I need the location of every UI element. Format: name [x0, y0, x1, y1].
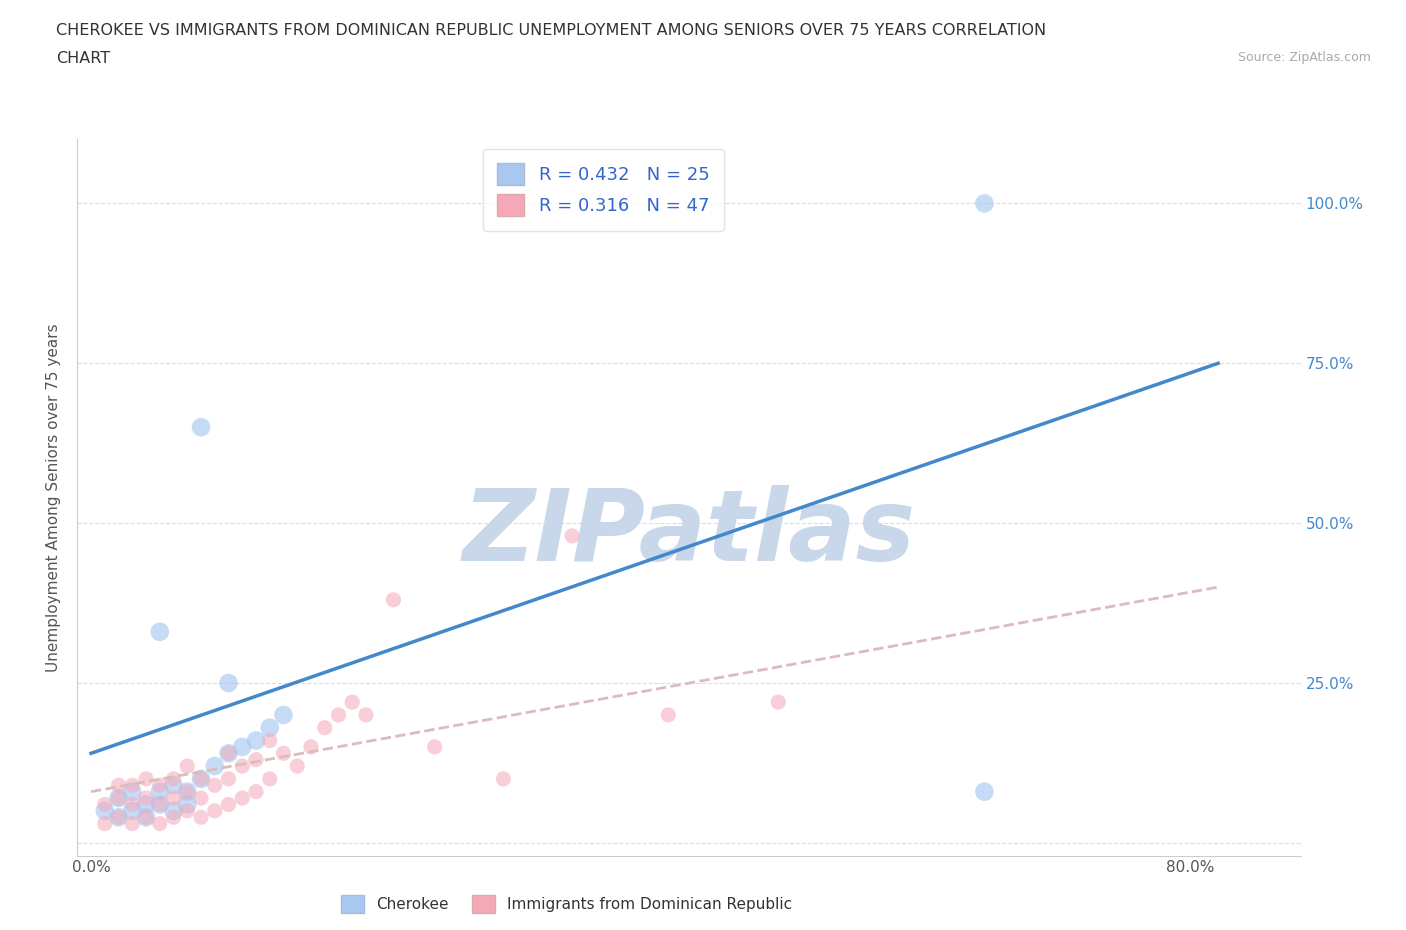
Point: [176, 784, 198, 799]
Point: [204, 804, 226, 818]
Point: [190, 772, 212, 787]
Point: [121, 817, 143, 831]
Point: [94, 797, 117, 812]
Point: [162, 790, 184, 805]
Point: [423, 739, 446, 754]
Point: [190, 419, 212, 434]
Y-axis label: Unemployment Among Seniors over 75 years: Unemployment Among Seniors over 75 years: [46, 324, 62, 671]
Text: Source: ZipAtlas.com: Source: ZipAtlas.com: [1237, 51, 1371, 64]
Point: [149, 784, 172, 799]
Point: [107, 790, 129, 805]
Point: [973, 784, 995, 799]
Legend: Cherokee, Immigrants from Dominican Republic: Cherokee, Immigrants from Dominican Repu…: [335, 889, 799, 920]
Point: [94, 817, 117, 831]
Point: [218, 772, 240, 787]
Point: [218, 675, 240, 690]
Point: [218, 797, 240, 812]
Point: [149, 817, 172, 831]
Point: [231, 739, 253, 754]
Point: [162, 777, 184, 792]
Text: CHEROKEE VS IMMIGRANTS FROM DOMINICAN REPUBLIC UNEMPLOYMENT AMONG SENIORS OVER 7: CHEROKEE VS IMMIGRANTS FROM DOMINICAN RE…: [56, 23, 1046, 38]
Point: [121, 804, 143, 818]
Point: [259, 733, 281, 748]
Point: [245, 784, 267, 799]
Point: [218, 746, 240, 761]
Point: [149, 624, 172, 639]
Point: [135, 810, 157, 825]
Point: [176, 804, 198, 818]
Point: [342, 695, 364, 710]
Point: [273, 708, 295, 723]
Point: [162, 772, 184, 787]
Point: [149, 777, 172, 792]
Point: [107, 777, 129, 792]
Point: [218, 746, 240, 761]
Point: [492, 772, 515, 787]
Point: [273, 746, 295, 761]
Point: [107, 810, 129, 825]
Point: [561, 528, 583, 543]
Point: [149, 797, 172, 812]
Point: [190, 772, 212, 787]
Point: [135, 790, 157, 805]
Point: [121, 777, 143, 792]
Point: [768, 695, 790, 710]
Point: [176, 784, 198, 799]
Point: [328, 708, 350, 723]
Point: [314, 720, 336, 735]
Point: [135, 810, 157, 825]
Point: [176, 797, 198, 812]
Text: CHART: CHART: [56, 51, 110, 66]
Point: [121, 797, 143, 812]
Point: [382, 592, 405, 607]
Text: ZIPatlas: ZIPatlas: [463, 485, 915, 582]
Point: [973, 196, 995, 211]
Point: [176, 759, 198, 774]
Point: [190, 810, 212, 825]
Point: [94, 804, 117, 818]
Point: [245, 752, 267, 767]
Point: [162, 810, 184, 825]
Point: [285, 759, 308, 774]
Point: [231, 790, 253, 805]
Point: [245, 733, 267, 748]
Point: [162, 804, 184, 818]
Point: [231, 759, 253, 774]
Point: [354, 708, 377, 723]
Point: [259, 772, 281, 787]
Point: [204, 777, 226, 792]
Point: [135, 772, 157, 787]
Point: [135, 797, 157, 812]
Point: [204, 759, 226, 774]
Point: [121, 784, 143, 799]
Point: [259, 720, 281, 735]
Point: [190, 790, 212, 805]
Point: [107, 810, 129, 825]
Point: [657, 708, 679, 723]
Point: [107, 790, 129, 805]
Point: [149, 797, 172, 812]
Point: [299, 739, 322, 754]
